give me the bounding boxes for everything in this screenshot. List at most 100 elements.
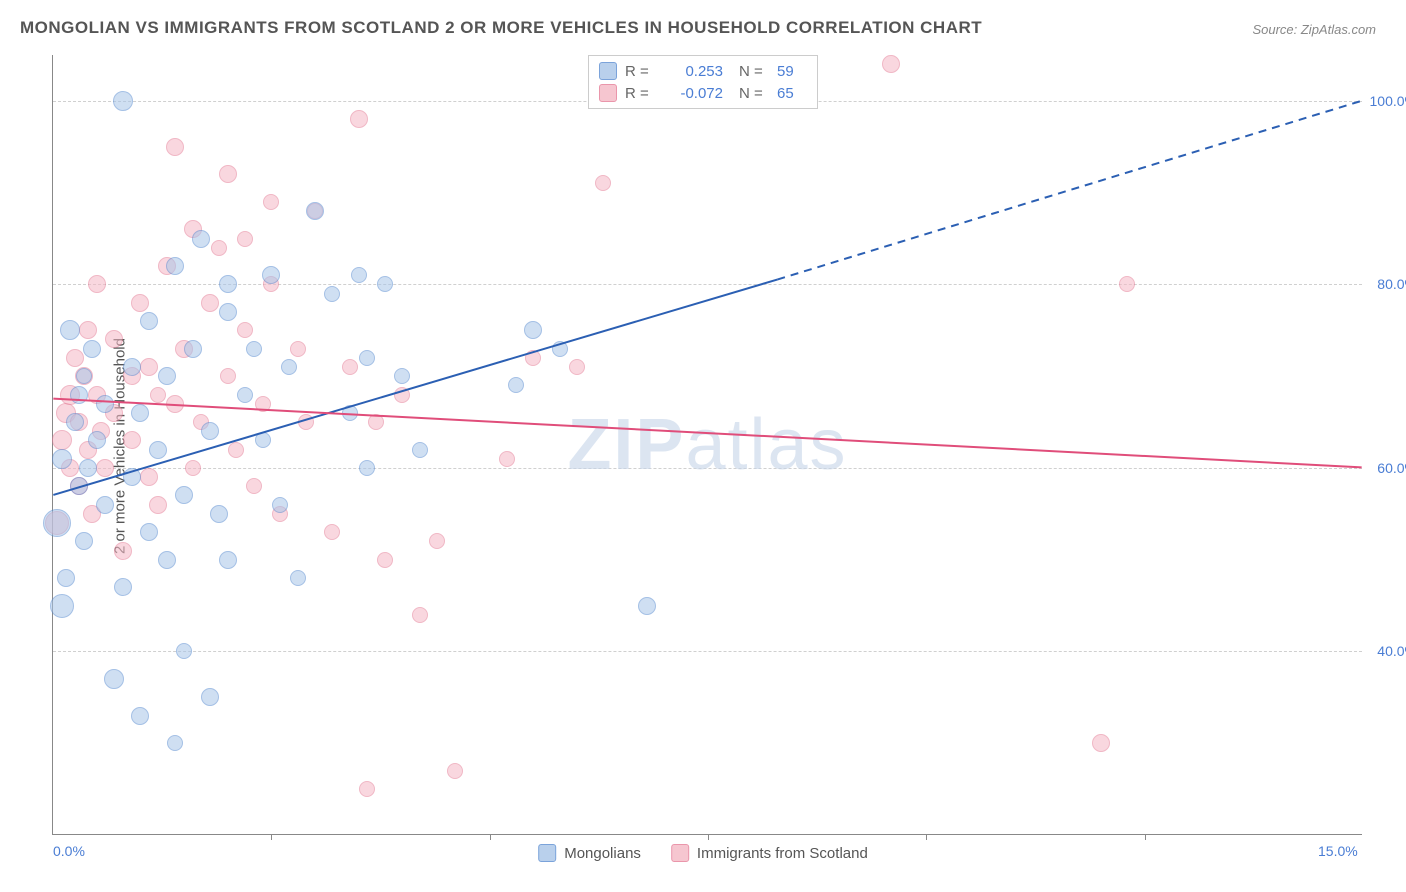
scotland-point	[79, 321, 97, 339]
scotland-point	[1092, 734, 1110, 752]
mongolians-point	[43, 509, 71, 537]
correlation-legend-row: R = -0.072 N = 65	[599, 82, 807, 104]
r-value: -0.072	[663, 85, 723, 102]
scotland-point	[246, 478, 262, 494]
scotland-point	[228, 442, 244, 458]
mongolians-point	[219, 275, 237, 293]
mongolians-point	[96, 395, 114, 413]
legend-swatch-icon	[538, 844, 556, 862]
mongolians-point	[508, 377, 524, 393]
legend-swatch-icon	[599, 84, 617, 102]
mongolians-point	[70, 386, 88, 404]
mongolians-point	[324, 286, 340, 302]
r-label: R =	[625, 85, 655, 102]
mongolians-point	[167, 735, 183, 751]
series-legend: Mongolians Immigrants from Scotland	[538, 844, 868, 862]
chart-title: MONGOLIAN VS IMMIGRANTS FROM SCOTLAND 2 …	[20, 18, 982, 38]
mongolians-point	[83, 340, 101, 358]
mongolians-point	[306, 202, 324, 220]
mongolians-point	[210, 505, 228, 523]
scotland-point	[595, 175, 611, 191]
mongolians-point	[412, 442, 428, 458]
scotland-point	[123, 431, 141, 449]
mongolians-point	[201, 422, 219, 440]
mongolians-point	[192, 230, 210, 248]
mongolians-point	[237, 387, 253, 403]
scotland-point	[237, 231, 253, 247]
mongolians-point	[201, 688, 219, 706]
mongolians-point	[113, 91, 133, 111]
scotland-point	[131, 294, 149, 312]
mongolians-point	[351, 267, 367, 283]
scotland-point	[882, 55, 900, 73]
scotland-point	[359, 781, 375, 797]
mongolians-point	[359, 460, 375, 476]
mongolians-point	[638, 597, 656, 615]
series-legend-item: Immigrants from Scotland	[671, 844, 868, 862]
gridline	[53, 468, 1362, 469]
y-tick-label: 40.0%	[1377, 643, 1406, 659]
trend-line	[777, 101, 1361, 280]
scotland-point	[201, 294, 219, 312]
scotland-point	[263, 194, 279, 210]
trend-line	[53, 399, 1361, 468]
series-legend-label: Mongolians	[564, 845, 641, 862]
scotland-point	[499, 451, 515, 467]
mongolians-point	[131, 404, 149, 422]
watermark-light: atlas	[685, 405, 847, 485]
n-label: N =	[739, 85, 769, 102]
scotland-point	[290, 341, 306, 357]
scotland-point	[185, 460, 201, 476]
x-tick-mark	[708, 834, 709, 840]
scotland-point	[140, 358, 158, 376]
scotland-point	[149, 496, 167, 514]
mongolians-point	[114, 578, 132, 596]
mongolians-point	[50, 594, 74, 618]
correlation-legend: R = 0.253 N = 59 R = -0.072 N = 65	[588, 55, 818, 109]
mongolians-point	[70, 477, 88, 495]
scotland-point	[377, 552, 393, 568]
mongolians-point	[219, 551, 237, 569]
source-attribution: Source: ZipAtlas.com	[1252, 22, 1376, 37]
scotland-point	[140, 468, 158, 486]
scotland-point	[150, 387, 166, 403]
mongolians-point	[76, 368, 92, 384]
watermark: ZIPatlas	[567, 404, 847, 486]
mongolians-point	[246, 341, 262, 357]
r-label: R =	[625, 63, 655, 80]
mongolians-point	[79, 459, 97, 477]
scotland-point	[569, 359, 585, 375]
mongolians-point	[66, 413, 84, 431]
scotland-point	[447, 763, 463, 779]
scotland-point	[211, 240, 227, 256]
watermark-bold: ZIP	[567, 405, 685, 485]
gridline	[53, 284, 1362, 285]
mongolians-point	[123, 358, 141, 376]
mongolians-point	[123, 468, 141, 486]
mongolians-point	[176, 643, 192, 659]
scotland-point	[114, 542, 132, 560]
x-tick-label: 15.0%	[1318, 843, 1358, 859]
scotland-point	[105, 330, 123, 348]
mongolians-point	[140, 312, 158, 330]
mongolians-point	[88, 431, 106, 449]
scotland-point	[255, 396, 271, 412]
mongolians-point	[158, 551, 176, 569]
scotland-point	[394, 387, 410, 403]
scotland-point	[52, 430, 72, 450]
mongolians-point	[104, 669, 124, 689]
scotland-point	[96, 459, 114, 477]
mongolians-point	[524, 321, 542, 339]
mongolians-point	[140, 523, 158, 541]
mongolians-point	[60, 320, 80, 340]
mongolians-point	[377, 276, 393, 292]
mongolians-point	[394, 368, 410, 384]
n-value: 59	[777, 63, 807, 80]
y-tick-label: 60.0%	[1377, 460, 1406, 476]
mongolians-point	[342, 405, 358, 421]
scotland-point	[219, 165, 237, 183]
chart-plot-area: ZIPatlas 40.0%60.0%80.0%100.0%0.0%15.0%	[52, 55, 1362, 835]
scotland-point	[368, 414, 384, 430]
legend-swatch-icon	[671, 844, 689, 862]
mongolians-point	[75, 532, 93, 550]
